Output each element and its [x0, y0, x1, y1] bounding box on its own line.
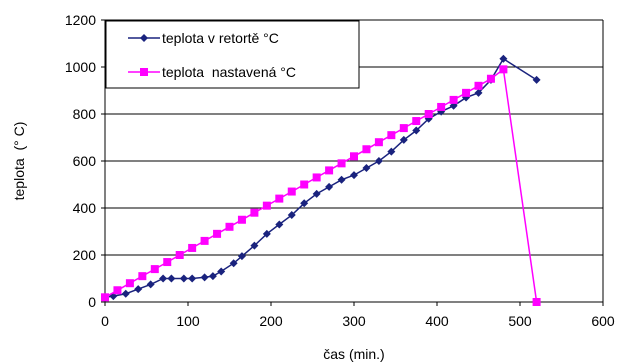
legend-label-retorte: teplota v retortě °C [162, 30, 279, 46]
data-point [159, 274, 168, 283]
data-point [250, 208, 259, 217]
data-point [337, 159, 346, 168]
data-point [437, 102, 446, 111]
data-point [275, 220, 284, 229]
data-point [474, 88, 483, 97]
legend-label-nastavena: teplota nastavená °C [162, 64, 296, 80]
data-point [287, 211, 296, 220]
y-tick-label: 1200 [65, 12, 96, 28]
data-point [217, 267, 226, 276]
data-point [175, 251, 184, 259]
data-point [312, 173, 321, 182]
data-point [200, 236, 209, 245]
x-tick-label: 400 [425, 313, 449, 329]
axes [104, 20, 604, 303]
data-point [225, 222, 234, 231]
data-point [138, 272, 147, 281]
series-1 [101, 65, 541, 306]
x-tick-label: 0 [101, 313, 109, 329]
data-point [250, 241, 259, 250]
data-point [163, 258, 172, 267]
data-point [374, 138, 383, 147]
legend-entry-nastavena: teplota nastavená °C [128, 64, 296, 80]
data-point [287, 187, 296, 196]
data-point [362, 145, 371, 154]
data-point [179, 274, 188, 283]
data-point [150, 265, 159, 274]
data-point [449, 95, 458, 104]
data-point [121, 289, 130, 298]
data-point [474, 81, 483, 90]
data-point [146, 280, 155, 289]
data-point [486, 74, 495, 83]
x-axis-title: čas (min.) [323, 346, 384, 362]
data-point [275, 194, 284, 203]
data-point [499, 65, 508, 74]
data-point [237, 215, 246, 224]
x-tick-label: 200 [259, 313, 283, 329]
data-point [262, 229, 271, 238]
y-tick-label: 400 [73, 200, 97, 216]
data-point [412, 117, 421, 126]
legend-marker-diamond [140, 34, 148, 42]
data-point [374, 157, 383, 165]
data-point [325, 166, 334, 175]
x-tick-label: 100 [176, 313, 200, 329]
data-point [350, 171, 358, 180]
legend: teplota v retortě °C teplota nastavená °… [105, 20, 360, 89]
data-point [325, 182, 334, 191]
data-point [262, 201, 271, 210]
data-point [387, 147, 396, 156]
data-point [350, 152, 358, 161]
x-tick-labels: 0 100 200 300 400 500 600 [101, 313, 615, 329]
y-tick-labels: 0 200 400 600 800 1000 1200 [65, 12, 96, 310]
data-point [125, 279, 134, 288]
y-tick-label: 0 [88, 294, 96, 310]
data-point [167, 274, 176, 283]
data-point [312, 189, 321, 198]
data-point [134, 285, 143, 294]
data-point [532, 298, 541, 306]
x-tick-label: 300 [342, 313, 366, 329]
data-point [213, 229, 222, 238]
y-tick-label: 1000 [65, 59, 96, 75]
data-point [208, 272, 217, 281]
data-point [424, 110, 433, 118]
data-point [499, 54, 508, 63]
data-point [188, 243, 197, 252]
data-point [200, 273, 209, 282]
data-point [362, 164, 371, 173]
gridlines [101, 19, 604, 306]
y-tick-label: 800 [73, 106, 97, 122]
data-point [399, 135, 408, 144]
data-point [113, 286, 122, 295]
data-point [229, 259, 238, 268]
y-tick-label: 200 [73, 247, 97, 263]
y-tick-label: 600 [73, 153, 97, 169]
data-point [337, 175, 346, 184]
data-point [101, 293, 109, 302]
series-line [104, 68, 538, 303]
series-layer [101, 54, 541, 306]
data-point [300, 180, 309, 189]
data-point [188, 274, 197, 283]
data-point [462, 88, 471, 97]
data-point [399, 124, 408, 133]
x-tick-label: 500 [508, 313, 532, 329]
data-point [532, 75, 541, 84]
legend-box [105, 20, 360, 89]
data-point [237, 252, 246, 261]
data-point [387, 131, 396, 140]
data-point [300, 199, 309, 208]
y-axis-title: teplota (° C) [11, 122, 27, 201]
x-tick-label: 600 [591, 313, 615, 329]
legend-marker-square [140, 68, 148, 76]
legend-entry-retorte: teplota v retortě °C [128, 30, 279, 46]
data-point [412, 126, 421, 135]
